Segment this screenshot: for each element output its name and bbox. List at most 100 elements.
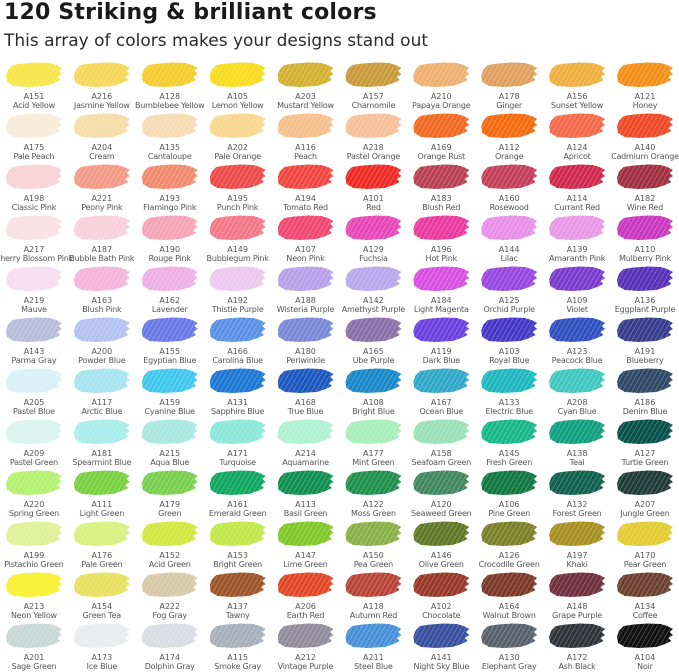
color-swatch-item: A173 Ice Blue xyxy=(68,621,136,672)
color-code: A184 xyxy=(430,296,452,305)
color-swatch-item: A146 Olive Green xyxy=(407,519,475,570)
color-name: Tomato Red xyxy=(283,203,328,212)
color-swatch-item: A130 Elephant Gray xyxy=(475,621,543,672)
color-name: Egyptian Blue xyxy=(143,356,197,365)
color-code: A149 xyxy=(227,245,248,254)
color-swatch xyxy=(141,215,198,240)
color-code: A102 xyxy=(430,602,452,611)
color-swatch-item: A214 Aquamarine xyxy=(272,417,340,468)
color-code: A163 xyxy=(91,296,113,305)
color-swatch xyxy=(141,623,198,648)
color-swatch-item: A175 Pale Peach xyxy=(0,111,68,162)
color-name: Coffee xyxy=(632,611,658,620)
color-swatch-item: A183 Blush Red xyxy=(407,162,475,213)
color-swatch xyxy=(481,419,538,444)
color-name: Vintage Purple xyxy=(277,662,334,671)
color-code: A114 xyxy=(566,194,588,203)
color-name: Apricot xyxy=(563,152,591,161)
color-swatch-item: A191 Blueberry xyxy=(611,315,679,366)
color-swatch xyxy=(413,470,470,495)
color-swatch-item: A187 Bubble Bath Pink xyxy=(68,213,136,264)
color-name: Ocean Blue xyxy=(419,407,464,416)
color-swatch-item: A209 Pastel Green xyxy=(0,417,68,468)
color-name: Fuchsia xyxy=(359,254,388,263)
color-name: Classic Pink xyxy=(11,203,57,212)
color-swatch xyxy=(481,266,538,291)
color-name: Flamingo Pink xyxy=(143,203,197,212)
color-swatch xyxy=(549,368,606,393)
color-name: Acid Green xyxy=(148,560,191,569)
color-swatch-item: A104 Noir xyxy=(611,621,679,672)
color-name: Turquoise xyxy=(219,458,256,467)
color-code: A182 xyxy=(634,194,656,203)
color-swatch xyxy=(5,623,62,648)
color-swatch xyxy=(345,215,402,240)
color-swatch-item: A219 Mauve xyxy=(0,264,68,315)
color-name: Aquamarine xyxy=(282,458,329,467)
color-code: A200 xyxy=(91,347,113,356)
color-swatch xyxy=(73,164,130,189)
color-swatch-item: A132 Forest Green xyxy=(543,468,611,519)
color-name: Bubblegum Pink xyxy=(206,254,269,263)
color-swatch xyxy=(413,113,470,138)
color-swatch xyxy=(616,164,673,189)
color-swatch xyxy=(616,623,673,648)
color-swatch-item: A160 Rosewood xyxy=(475,162,543,213)
color-swatch-item: A158 Seafoam Green xyxy=(407,417,475,468)
color-swatch-item: A151 Acid Yellow xyxy=(0,60,68,111)
color-swatch xyxy=(141,470,198,495)
color-code: A192 xyxy=(227,296,248,305)
color-name: Ash Black xyxy=(558,662,596,671)
color-swatch xyxy=(549,113,606,138)
color-swatch-item: A157 Chamomile xyxy=(339,60,407,111)
color-swatch-item: A133 Electric Blue xyxy=(475,366,543,417)
color-swatch-item: A149 Bubblegum Pink xyxy=(204,213,272,264)
color-swatch-item: A178 Ginger xyxy=(475,60,543,111)
color-code: A196 xyxy=(430,245,452,254)
color-swatch xyxy=(481,368,538,393)
color-code: A168 xyxy=(295,398,316,407)
color-swatch-item: A138 Teal xyxy=(543,417,611,468)
color-code: A221 xyxy=(91,194,113,203)
color-name: Pea Green xyxy=(353,560,394,569)
color-code: A191 xyxy=(634,347,656,356)
color-name: Jungle Green xyxy=(620,509,670,518)
color-name: Light Green xyxy=(79,509,125,518)
color-code: A171 xyxy=(227,449,248,458)
color-swatch-item: A112 Orange xyxy=(475,111,543,162)
color-name: Cantaloupe xyxy=(147,152,192,161)
color-swatch xyxy=(209,521,266,546)
color-name: Mint Green xyxy=(352,458,395,467)
color-swatch xyxy=(5,215,62,240)
color-code: A205 xyxy=(23,398,45,407)
color-code: A215 xyxy=(159,449,181,458)
color-name: Light Magenta xyxy=(413,305,469,314)
color-swatch xyxy=(277,62,334,87)
color-swatch-item: A180 Periwinkle xyxy=(272,315,340,366)
color-swatch-item: A205 Pastel Blue xyxy=(0,366,68,417)
color-swatch xyxy=(209,113,266,138)
color-swatch-item: A119 Dark Blue xyxy=(407,315,475,366)
color-swatch-item: A101 Red xyxy=(339,162,407,213)
color-name: Wisteria Purple xyxy=(276,305,335,314)
color-name: Pastel Orange xyxy=(346,152,401,161)
color-swatch xyxy=(413,317,470,342)
color-swatch-item: A131 Sapphire Blue xyxy=(204,366,272,417)
color-swatch xyxy=(616,266,673,291)
color-swatch xyxy=(141,113,198,138)
color-swatch-item: A179 Green xyxy=(136,468,204,519)
color-swatch xyxy=(549,419,606,444)
color-code: A157 xyxy=(363,92,384,101)
color-code: A128 xyxy=(159,92,181,101)
color-name: Earth Red xyxy=(286,611,325,620)
color-name: Mauve xyxy=(21,305,47,314)
color-swatch xyxy=(5,317,62,342)
color-swatch-item: A129 Fuchsia xyxy=(339,213,407,264)
color-swatch-item: A115 Smoke Gray xyxy=(204,621,272,672)
color-name: Pale Green xyxy=(81,560,123,569)
color-code: A125 xyxy=(498,296,520,305)
color-code: A211 xyxy=(363,653,384,662)
color-swatch-item: A147 Lime Green xyxy=(272,519,340,570)
color-swatch-item: A155 Egyptian Blue xyxy=(136,315,204,366)
color-swatch-item: A195 Punch Pink xyxy=(204,162,272,213)
